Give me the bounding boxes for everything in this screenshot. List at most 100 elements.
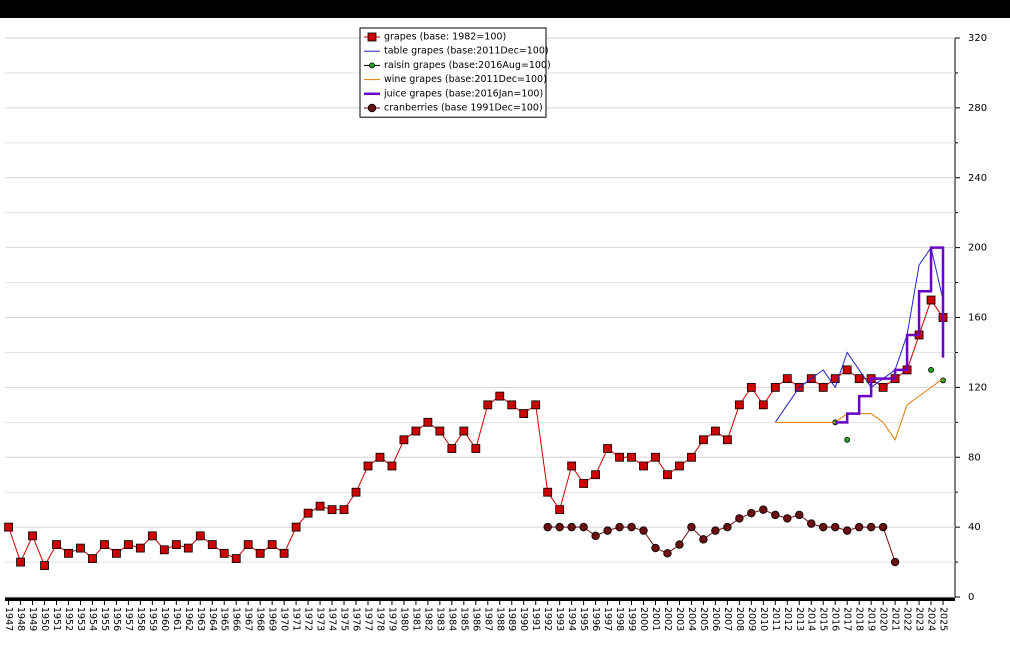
marker [447, 444, 457, 453]
marker [279, 548, 289, 558]
marker [100, 540, 109, 549]
x-tick-label: 1993 [554, 607, 565, 631]
marker [627, 452, 636, 462]
line [8, 298, 944, 567]
marker [567, 461, 577, 471]
x-tick-label: 1967 [243, 607, 254, 631]
series [835, 246, 945, 424]
marker [183, 543, 193, 553]
x-tick-label: 1974 [327, 607, 338, 631]
marker [854, 374, 864, 384]
marker [854, 522, 864, 532]
marker [375, 452, 385, 462]
marker [699, 535, 708, 544]
marker [555, 522, 564, 532]
x-tick-label: 1973 [315, 607, 326, 631]
marker [231, 554, 241, 563]
marker [831, 522, 840, 532]
marker [207, 540, 217, 549]
y-tick-label: 200 [968, 243, 987, 254]
marker [579, 479, 589, 488]
legend-label: cranberries (base 1991Dec=100) [384, 103, 543, 114]
marker [543, 487, 553, 497]
x-tick-label: 2014 [806, 607, 817, 631]
marker [866, 522, 876, 532]
y-tick-label: 80 [968, 452, 981, 463]
legend-marker [369, 62, 375, 69]
marker [255, 548, 265, 558]
marker [651, 543, 660, 553]
marker [639, 461, 648, 471]
line [774, 246, 944, 423]
marker [555, 505, 565, 515]
marker [747, 508, 756, 518]
marker [615, 452, 624, 462]
legend-label: raisin grapes (base:2016Aug=100) [384, 60, 551, 71]
marker [807, 519, 816, 528]
x-tick-label: 2020 [878, 607, 889, 631]
marker [627, 522, 636, 532]
x-tick-label: 1957 [123, 607, 134, 631]
x-tick-label: 1979 [386, 607, 397, 631]
marker [663, 549, 672, 558]
legend-marker [367, 103, 377, 113]
marker [890, 557, 900, 567]
marker [830, 374, 840, 384]
x-tick-label: 1954 [87, 607, 98, 631]
marker [411, 426, 421, 436]
x-tick-label: 1958 [135, 607, 146, 631]
marker [723, 522, 732, 532]
marker [687, 452, 696, 462]
x-tick-label: 2015 [818, 607, 829, 631]
marker [543, 522, 552, 532]
marker [315, 501, 325, 511]
series [774, 246, 944, 423]
marker [663, 470, 672, 480]
marker [303, 508, 313, 518]
x-tick-label: 1956 [111, 607, 122, 631]
y-tick-label: 160 [968, 313, 987, 324]
marker [746, 382, 756, 392]
x-tick-label: 2017 [842, 607, 853, 631]
marker [135, 543, 145, 553]
marker [40, 561, 49, 570]
x-tick-label: 1968 [255, 607, 266, 631]
x-tick-label: 1971 [291, 607, 302, 631]
legend-label: wine grapes (base:2011Dec=100) [384, 74, 547, 85]
x-tick-label: 1959 [147, 607, 158, 631]
y-tick-label: 320 [968, 33, 987, 44]
marker [435, 426, 445, 436]
marker [771, 510, 780, 520]
marker [878, 382, 888, 392]
marker [783, 514, 792, 523]
legend-label: grapes (base: 1982=100) [384, 32, 506, 43]
marker [639, 526, 648, 535]
marker [651, 452, 660, 462]
marker [591, 531, 600, 541]
marker [844, 436, 851, 443]
x-tick-label: 1951 [51, 607, 62, 631]
y-tick-label: 240 [968, 173, 987, 184]
marker [675, 461, 684, 471]
marker [842, 526, 852, 535]
x-tick-label: 1961 [171, 607, 182, 631]
marker [926, 295, 936, 305]
marker [699, 435, 708, 445]
marker [291, 522, 301, 532]
marker [603, 526, 612, 535]
x-tick-label: 1982 [422, 607, 433, 631]
marker [770, 382, 780, 392]
x-tick-label: 1965 [219, 607, 230, 631]
x-tick-label: 1994 [566, 607, 577, 631]
x-tick-label: 1977 [362, 607, 373, 631]
x-tick-label: 2001 [650, 607, 661, 631]
series [543, 505, 900, 567]
marker [52, 540, 61, 549]
x-tick-label: 1964 [207, 607, 218, 631]
marker [28, 531, 37, 541]
marker [759, 505, 768, 514]
marker [339, 505, 349, 515]
x-tick-label: 1981 [410, 607, 421, 631]
marker [687, 522, 696, 532]
